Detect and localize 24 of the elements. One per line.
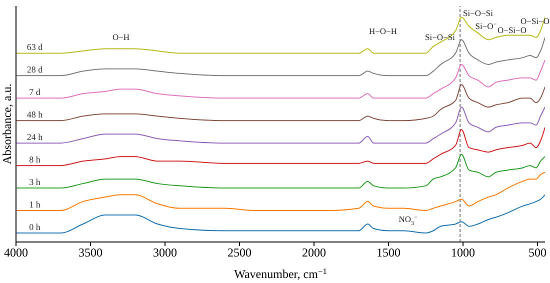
x-tick-label: 3500 bbox=[78, 246, 103, 260]
series-label: 63 d bbox=[26, 42, 44, 52]
x-tick-label: 2500 bbox=[228, 246, 252, 260]
series-label: 1 h bbox=[29, 200, 41, 210]
annotation: O−Si−O bbox=[498, 25, 526, 35]
x-tick-label: 4000 bbox=[4, 246, 28, 260]
annotation: O−H bbox=[112, 32, 130, 42]
series-label: 0 h bbox=[29, 222, 41, 232]
x-axis-title: Wavenumber, cm$^{−1}$ bbox=[234, 266, 327, 281]
x-tick-label: 3000 bbox=[153, 246, 178, 260]
annotation: Si−O$^{−}$ bbox=[475, 21, 498, 31]
series-label: 24 h bbox=[26, 132, 44, 142]
series-label: 28 d bbox=[26, 64, 44, 75]
x-tick-label: 1000 bbox=[451, 246, 476, 260]
x-tick-label: 500 bbox=[528, 246, 547, 260]
x-tick-label: 2000 bbox=[302, 246, 326, 260]
series-label: 3 h bbox=[29, 177, 41, 188]
annotation: H−O−H bbox=[368, 26, 398, 36]
series-label: 48 h bbox=[26, 110, 44, 120]
y-axis-title: Absorbance, a.u. bbox=[0, 84, 14, 164]
series-label: 7 d bbox=[29, 87, 41, 98]
series-label: 8 h bbox=[29, 154, 41, 165]
x-tick-label: 1500 bbox=[376, 246, 401, 260]
annotation: Si−O−Si bbox=[463, 8, 494, 18]
